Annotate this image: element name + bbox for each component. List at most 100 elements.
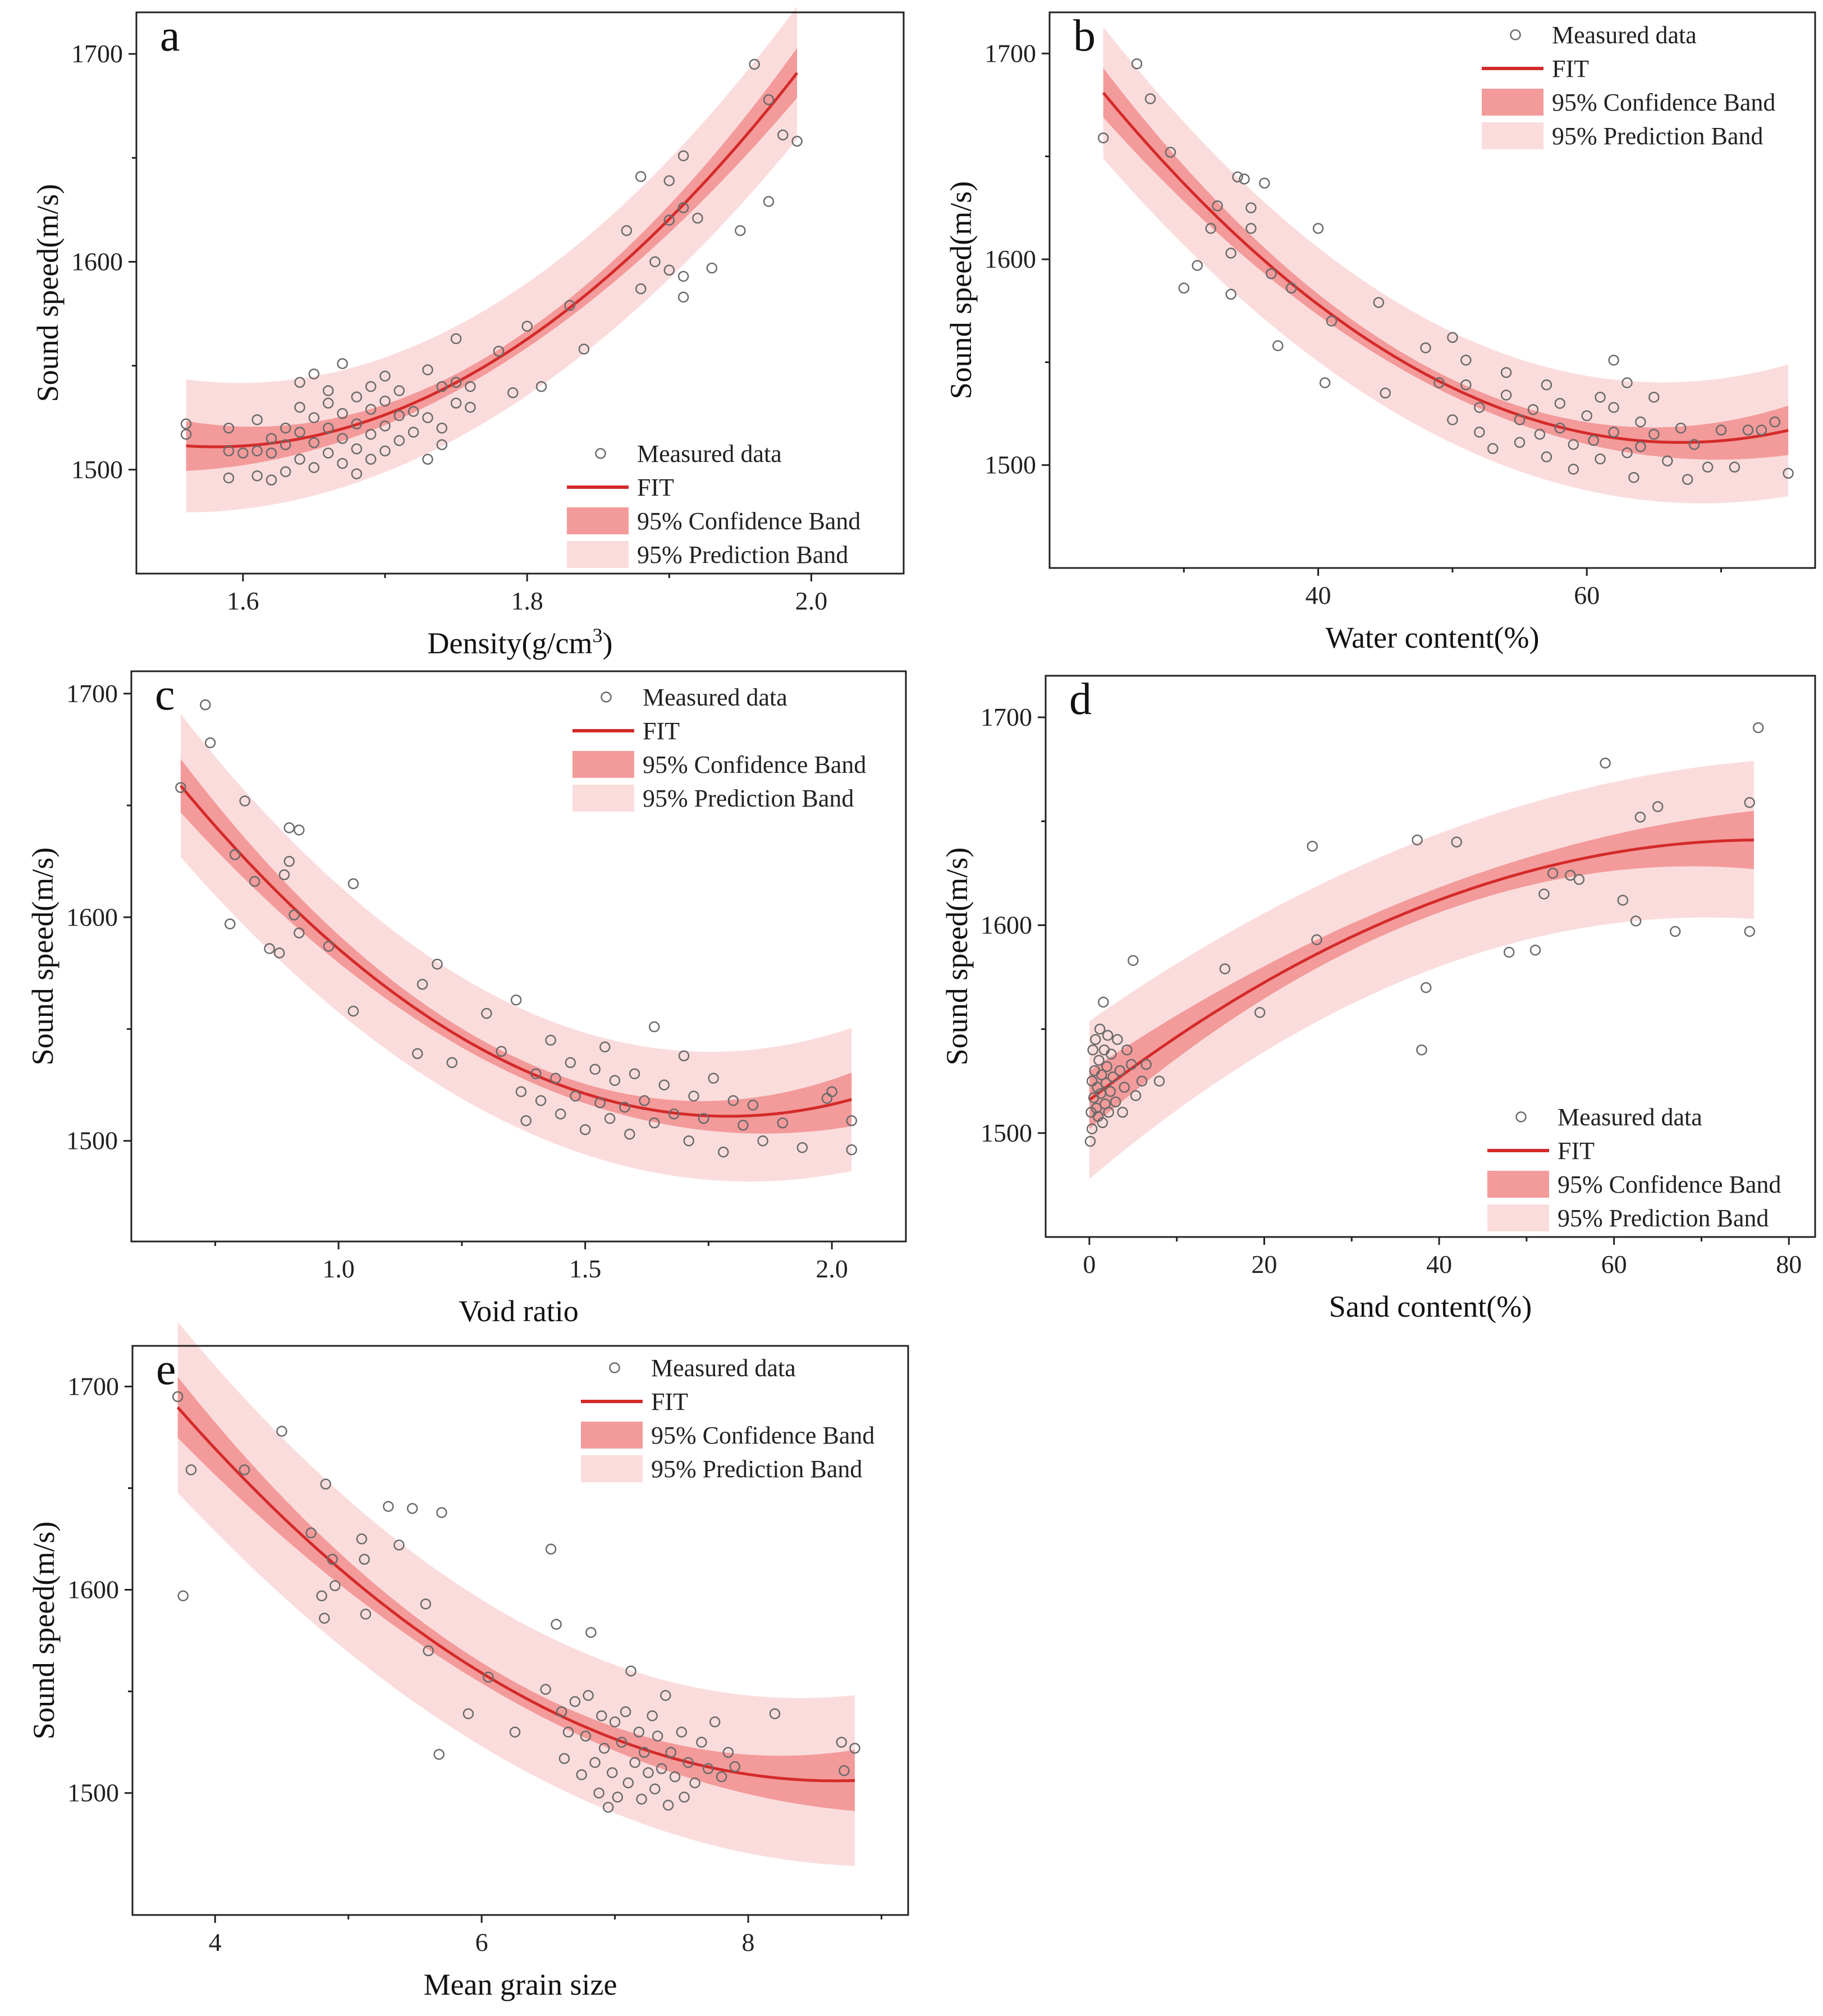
data-point [1652,801,1664,813]
data-point [688,1091,699,1102]
data-point [1547,868,1559,879]
data-point [1514,414,1526,425]
x-tick-label: 1.6 [227,587,259,615]
data-point [288,909,300,921]
data-point [509,1726,521,1738]
data-point [598,1743,610,1754]
y-axis-title: Sound speed(m/s) [26,847,59,1065]
data-point [1420,342,1431,354]
data-point [280,466,291,478]
confidence-band [1103,68,1789,460]
data-point [1568,439,1579,450]
data-point [839,1765,850,1776]
data-point [1105,1085,1116,1097]
legend-measured-symbol [1510,29,1521,40]
data-point [1474,402,1485,413]
data-point [420,1598,432,1610]
data-point [749,58,760,70]
data-point [1097,1117,1109,1129]
data-point [535,381,547,392]
data-point [660,1690,671,1701]
data-point [1259,177,1270,189]
data-point [393,385,405,396]
data-point [251,445,263,457]
legend-label-prediction: 95% Prediction Band [1558,1204,1769,1232]
data-point [1093,1055,1105,1066]
data-point [1662,455,1673,467]
data-point [1752,722,1764,734]
data-point [1541,379,1552,391]
data-point [562,1726,574,1738]
data-point [602,1802,614,1813]
legend-label-prediction: 95% Prediction Band [643,785,854,812]
data-point [619,1102,630,1113]
panel-d: 1500 1600 1700 0 20 40 60 80 Sand content(%) Soun… [940,675,1816,1323]
data-point [596,1710,607,1721]
data-point [347,878,359,890]
data-point [1106,1048,1117,1060]
legend-label-confidence: 95% Confidence Band [651,1422,874,1449]
data-point [436,1507,447,1518]
data-point [607,1767,618,1779]
legend-label-confidence: 95% Confidence Band [643,751,866,778]
data-point [652,1730,663,1742]
legend-label-fit: FIT [1558,1137,1595,1165]
data-point [594,1097,606,1108]
panel-letter: c [155,670,175,720]
data-point [669,1771,681,1783]
data-point [629,1068,640,1079]
data-point [703,1763,714,1775]
data-point [668,1108,680,1120]
data-point [1165,146,1176,158]
data-point [1101,1061,1112,1073]
data-point [677,150,689,162]
fit-line [176,1406,855,1783]
data-point [665,1747,677,1758]
data-point [1568,464,1579,475]
data-point [1529,945,1541,956]
data-point [1669,925,1681,937]
data-point [496,1046,507,1057]
x-tick-label: 60 [1574,581,1600,610]
data-point [347,1005,359,1017]
y-tick-label: 1600 [67,1575,119,1604]
data-point [738,1120,749,1131]
y-axis-title: Sound speed(m/s) [31,184,65,402]
data-point [393,1540,405,1551]
y-tick-label: 1600 [981,910,1032,939]
data-point [1541,451,1552,462]
data-point [1312,223,1324,234]
legend-confidence-symbol [1487,1171,1549,1198]
legend-label-fit: FIT [643,717,680,745]
data-point [1373,297,1385,308]
data-point [1500,366,1512,378]
data-point [663,214,675,226]
data-point [689,1777,700,1789]
plot-frame [1045,675,1816,1238]
data-point [846,1144,858,1156]
legend: Measured data FIT 95% Confidence Band 95% P… [567,440,860,569]
data-point [1107,1071,1119,1083]
data-point [551,1619,562,1630]
data-point [1130,1090,1142,1101]
data-point [520,1115,532,1126]
data-point [308,462,320,473]
data-point [1622,377,1633,388]
data-point [1595,453,1606,465]
x-axis-title: Void ratio [459,1294,579,1328]
y-tick-label: 1700 [67,1372,119,1400]
data-point [1527,404,1539,415]
data-point [635,171,647,182]
data-point [423,1645,434,1656]
data-point [1307,840,1318,852]
data-point [1412,834,1423,846]
panel-a: 1500 1600 1700 1.6 1.8 2.0 Density(g/cm3) Sound… [31,6,905,660]
data-point [481,1007,492,1019]
data-point [1245,223,1257,234]
data-point [639,1747,650,1758]
data-point [636,1793,647,1805]
data-point [1144,93,1156,104]
data-point [1212,200,1223,212]
data-point [589,1064,601,1075]
legend-confidence-symbol [581,1422,643,1449]
